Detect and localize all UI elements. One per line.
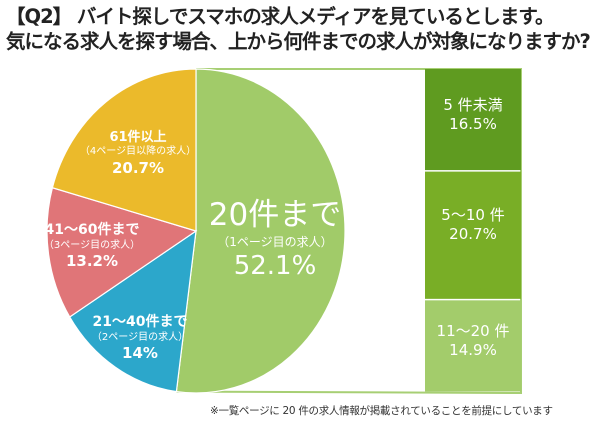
slice-label-20: 20件まで （1ページ目の求人） 52.1% — [208, 197, 342, 281]
pie-slice-3 — [51, 68, 197, 232]
slice-label-61: 61件以上 （4ページ目以降の求人） 20.7% — [79, 130, 197, 177]
breakdown-segment-0 — [425, 69, 521, 171]
slice-label-41-60: 41～60件まで （3ページ目の求人） 13.2% — [43, 222, 141, 270]
breakdown-segment-2 — [425, 300, 521, 392]
segment-label-under5: 5 件未満 16.5% — [443, 96, 503, 133]
slice-label-21-40: 21～40件まで （2ページ目の求人） 14% — [91, 314, 189, 362]
footnote: ※一覧ページに 20 件の求人情報が掲載されていることを前提にしています — [210, 405, 553, 417]
title-line-2: 気になる求人を探す場合、上から何件までの求人が対象になりますか? — [6, 30, 591, 53]
chart-title: 【Q2】 バイト探しでスマホの求人メディアを見ているとします。 気になる求人を探… — [6, 4, 591, 54]
pie-slice-0 — [175, 68, 346, 394]
segment-label-11-20: 11～20 件 14.9% — [436, 322, 510, 359]
breakdown-segment-1 — [425, 171, 521, 299]
title-line-1: 【Q2】 バイト探しでスマホの求人メディアを見ているとします。 — [6, 5, 554, 28]
segment-label-5-10: 5～10 件 20.7% — [441, 206, 505, 243]
pie-slice-1 — [68, 229, 197, 393]
